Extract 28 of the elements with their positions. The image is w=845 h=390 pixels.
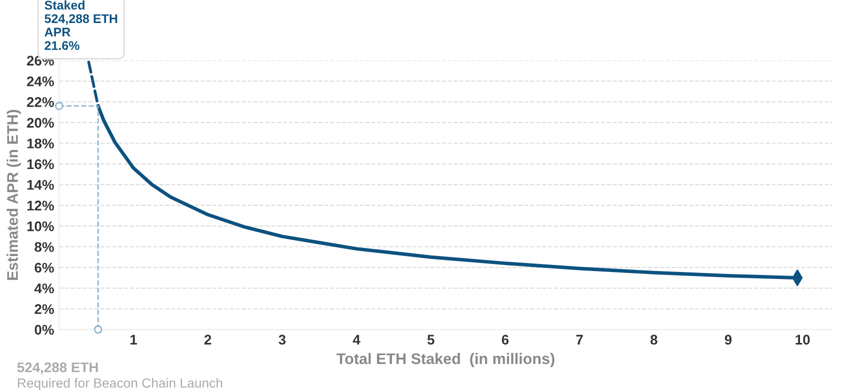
x-tick-label: 5 — [427, 334, 434, 345]
x-axis-title: Total ETH Staked (in millions) — [336, 352, 554, 368]
y-tick-label: 22% — [26, 97, 54, 107]
y-tick-label: 16% — [27, 159, 54, 170]
x-tick-label: 1 — [130, 334, 137, 344]
y-tick-label: 20% — [26, 118, 54, 128]
x-tick-label: 4 — [352, 334, 360, 344]
y-axis-title: Estimated APR (in ETH) — [6, 110, 21, 280]
x-tick-label: 8 — [650, 334, 658, 345]
x-tick-label: 9 — [724, 334, 732, 345]
y-tick-label: 14% — [27, 180, 54, 190]
y-tick-label: 8% — [34, 242, 54, 252]
x-tick-label: 3 — [278, 334, 286, 345]
y-tick-label: 24% — [26, 76, 54, 86]
y-tick-label: 0% — [34, 324, 54, 335]
y-tick-label: 6% — [34, 262, 54, 273]
y-tick-label: 10% — [27, 221, 54, 232]
y-tick-label: 12% — [27, 200, 54, 210]
x-tick-label: 2 — [204, 334, 212, 344]
x-tick-label: 10 — [796, 334, 810, 345]
y-tick-label: 18% — [27, 138, 54, 148]
x-tick-label: 7 — [576, 334, 583, 344]
annotation: Staked 524,288 ETH APR 21.6% — [44, 0, 118, 50]
text: 524,288 ETH — [17, 362, 98, 374]
y-tick-label: 4% — [34, 284, 54, 294]
y-tick-label: 2% — [34, 304, 54, 314]
x-tick-label: 6 — [502, 334, 509, 345]
text: Required for Beacon Chain Launch — [18, 378, 222, 390]
